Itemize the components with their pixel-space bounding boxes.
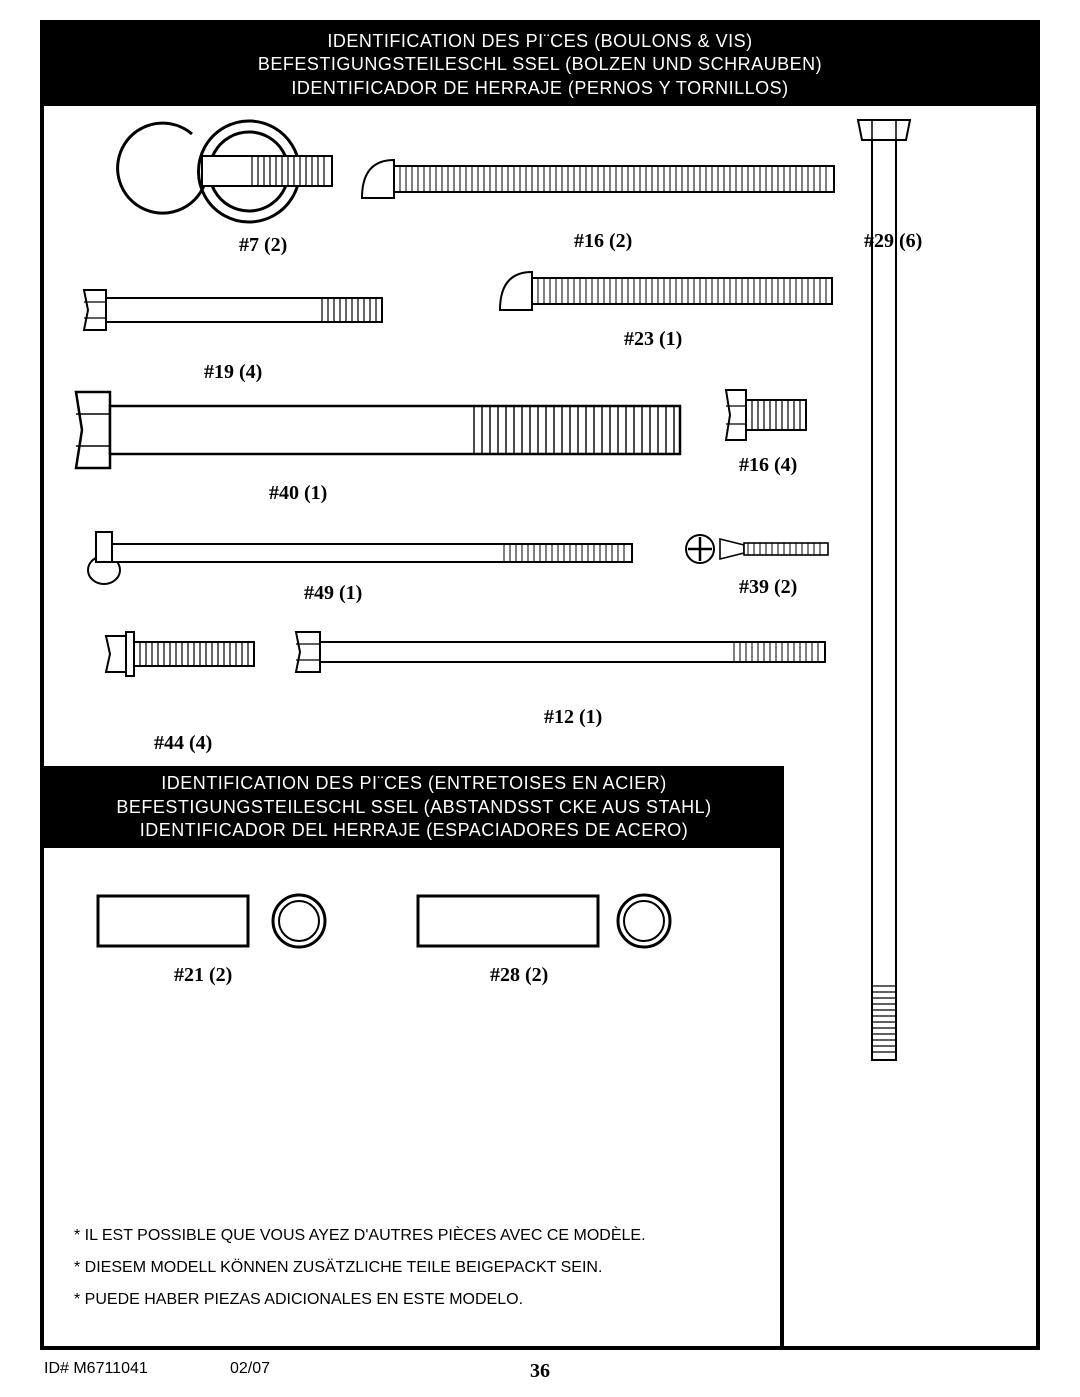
footer-page-number: 36 [40,1360,1040,1383]
header-line: BEFESTIGUNGSTEILESCHL SSEL (ABSTANDSST C… [44,796,784,819]
note-line: * DIESEM MODELL KÖNNEN ZUSÄTZLICHE TEILE… [74,1252,646,1284]
part-21-spacer [94,886,334,956]
part-19-hexbolt [82,286,392,336]
label-12: #12 (1) [544,706,602,729]
label-21: #21 (2) [174,964,232,987]
content-area: #7 (2) #16 (2) [44,106,1036,1346]
label-28: #28 (2) [490,964,548,987]
part-12-hexbolt [294,628,834,678]
part-23-carriage [494,266,844,316]
header-spacers: IDENTIFICATION DES PI¨CES (ENTRETOISES E… [44,766,784,848]
label-16b: #16 (4) [739,454,797,477]
part-16b-hexbolt-short [724,386,814,446]
page-frame: IDENTIFICATION DES PI¨CES (BOULONS & VIS… [40,20,1040,1350]
label-49: #49 (1) [304,582,362,605]
header-spacers-wrap: IDENTIFICATION DES PI¨CES (ENTRETOISES E… [44,766,784,848]
part-49-tbolt [84,526,644,586]
part-44-flangebolt [104,626,264,682]
header-line: IDENTIFICATION DES PI¨CES (BOULONS & VIS… [44,30,1036,53]
header-line: IDENTIFICADOR DE HERRAJE (PERNOS Y TORNI… [44,77,1036,100]
part-28-spacer [414,886,684,956]
header-line: IDENTIFICADOR DEL HERRAJE (ESPACIADORES … [44,819,784,842]
label-23: #23 (1) [624,328,682,351]
label-29: #29 (6) [864,230,922,253]
part-29-hexbolt-long [854,116,914,1076]
footnotes: * IL EST POSSIBLE QUE VOUS AYEZ D'AUTRES… [74,1220,646,1316]
label-19: #19 (4) [204,361,262,384]
part-7-eyebolt [84,116,344,236]
label-7: #7 (2) [239,234,287,257]
header-bolts: IDENTIFICATION DES PI¨CES (BOULONS & VIS… [44,24,1036,106]
note-line: * IL EST POSSIBLE QUE VOUS AYEZ D'AUTRES… [74,1220,646,1252]
inner-border-right [780,838,784,1346]
label-16a: #16 (2) [574,230,632,253]
note-line: * PUEDE HABER PIEZAS ADICIONALES EN ESTE… [74,1284,646,1316]
label-39: #39 (2) [739,576,797,599]
part-40-hexbolt-large [74,386,694,476]
header-line: IDENTIFICATION DES PI¨CES (ENTRETOISES E… [44,772,784,795]
part-39-phillips-screw [684,531,834,567]
page-footer: ID# M6711041 02/07 36 [40,1360,1040,1384]
header-line: BEFESTIGUNGSTEILESCHL SSEL (BOLZEN UND S… [44,53,1036,76]
part-16-carriage-long [354,154,844,204]
label-44: #44 (4) [154,732,212,755]
label-40: #40 (1) [269,482,327,505]
